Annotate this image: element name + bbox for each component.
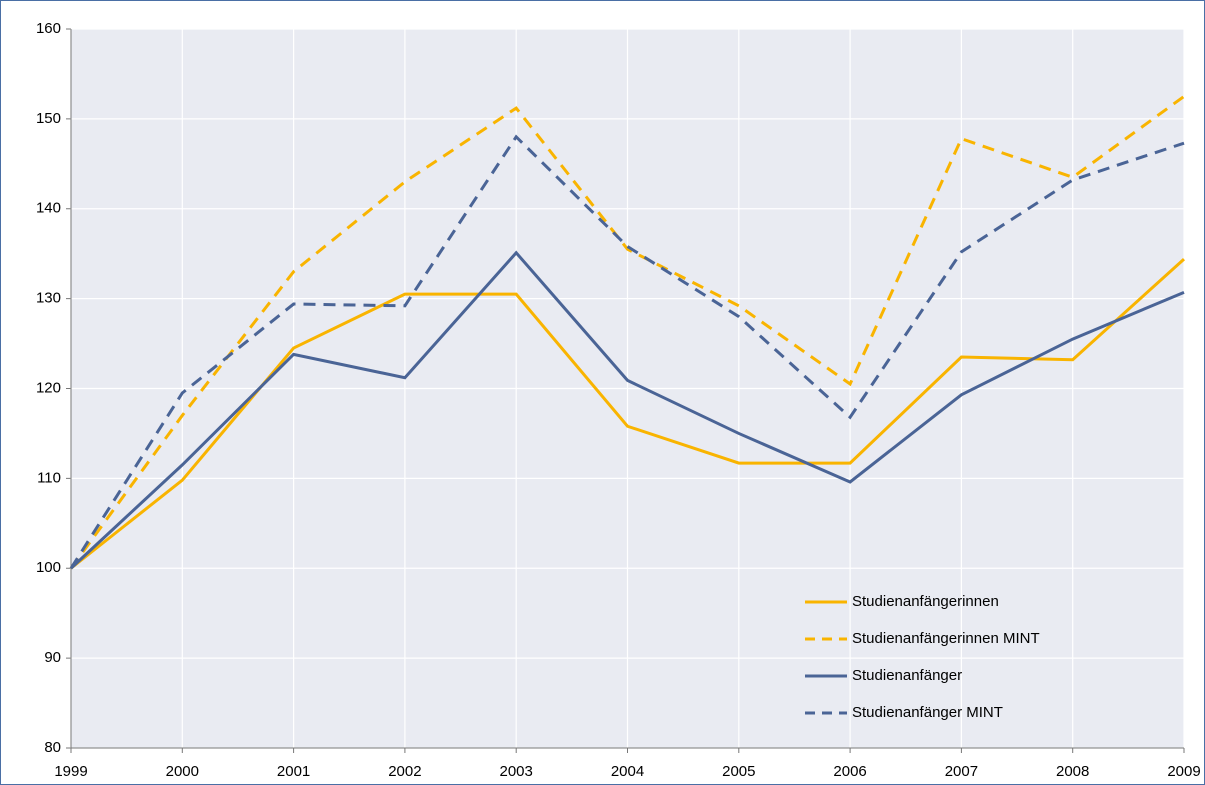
y-tick-label: 140 xyxy=(36,200,61,217)
x-tick-label: 2003 xyxy=(500,763,533,780)
series-line xyxy=(69,134,1185,570)
x-tick-label: 1999 xyxy=(54,763,87,780)
y-tick-label: 130 xyxy=(36,290,61,307)
x-tick-label: 2004 xyxy=(611,763,644,780)
y-tick-label: 100 xyxy=(36,559,61,576)
x-tick-label: 2001 xyxy=(277,763,310,780)
x-tick-label: 2006 xyxy=(833,763,866,780)
y-tick-label: 110 xyxy=(37,469,61,486)
x-tick-label: 2005 xyxy=(722,763,755,780)
x-tick-label: 2002 xyxy=(388,763,421,780)
y-tick-label: 150 xyxy=(36,110,61,127)
x-tick-label: 2007 xyxy=(945,763,978,780)
legend-label: Studienanfängerinnen MINT xyxy=(852,630,1040,647)
x-tick-label: 2009 xyxy=(1167,763,1200,780)
y-tick-label: 120 xyxy=(36,379,61,396)
y-tick-label: 90 xyxy=(44,649,61,666)
y-tick-label: 160 xyxy=(36,20,61,37)
x-tick-label: 2000 xyxy=(166,763,199,780)
legend-label: Studienanfänger xyxy=(852,667,962,684)
y-tick-label: 80 xyxy=(44,739,61,756)
series-line xyxy=(69,250,1185,570)
x-tick-label: 2008 xyxy=(1056,763,1089,780)
series-line xyxy=(69,95,1185,570)
legend-label: Studienanfänger MINT xyxy=(852,704,1003,721)
legend-label: Studienanfängerinnen xyxy=(852,593,999,610)
